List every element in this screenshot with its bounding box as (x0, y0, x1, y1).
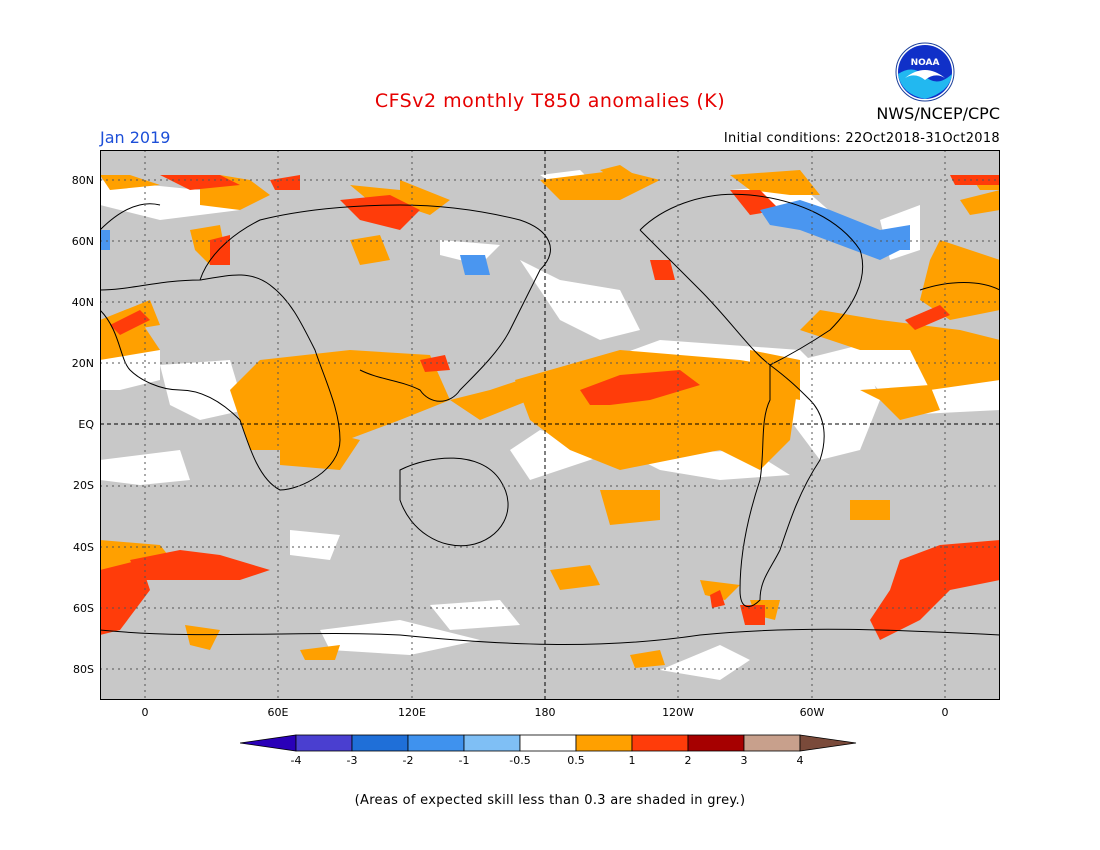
colorbar-cell (519, 734, 577, 752)
colorbar-cell (240, 734, 297, 752)
strong-warm-anomaly-regions (100, 175, 1000, 640)
map-title: CFSv2 monthly T850 anomalies (K) (374, 90, 726, 112)
colorbar-label: 4 (796, 754, 804, 767)
colorbar-label: -0.5 (509, 754, 531, 767)
colorbar-label: -4 (290, 754, 302, 767)
lat-label: 20N (71, 357, 94, 370)
colorbar-cell (351, 734, 409, 752)
lat-label: EQ (78, 418, 94, 431)
colorbar-cell (799, 734, 857, 752)
colorbar-label: -1 (458, 754, 470, 767)
noaa-logo: NOAA (895, 42, 955, 102)
colorbar-cell (631, 734, 689, 752)
lon-label: 60E (267, 706, 289, 719)
colorbar-cells (240, 734, 857, 752)
colorbar-cell (463, 734, 521, 752)
lon-label: 120W (662, 706, 694, 719)
colorbar-label: 3 (740, 754, 748, 767)
lon-label: 60W (799, 706, 825, 719)
colorbar-label: -2 (402, 754, 414, 767)
colorbar-label: 0.5 (567, 754, 585, 767)
map-frame (100, 150, 1000, 700)
org-name: NWS/NCEP/CPC (876, 104, 1000, 123)
colorbar-cell (295, 734, 353, 752)
equator-dateline (100, 150, 1000, 700)
anomaly-map (100, 150, 1000, 700)
lat-label: 80S (73, 663, 94, 676)
colorbar (240, 734, 857, 752)
lat-label: 60S (73, 602, 94, 615)
lat-label: 40N (71, 296, 94, 309)
initial-conditions: Initial conditions: 22Oct2018-31Oct2018 (723, 131, 1000, 146)
graticule (100, 150, 1000, 700)
lon-label: 0 (141, 706, 149, 719)
lat-label: 60N (71, 235, 94, 248)
lat-label: 40S (73, 541, 94, 554)
colorbar-label: 1 (628, 754, 636, 767)
lon-label: 120E (398, 706, 426, 719)
lat-label: 20S (73, 479, 94, 492)
colorbar-cell (575, 734, 633, 752)
colorbar-label: 2 (684, 754, 692, 767)
forecast-month: Jan 2019 (100, 128, 171, 147)
cool-anomaly-regions (100, 200, 910, 275)
skill-footnote: (Areas of expected skill less than 0.3 a… (354, 793, 746, 808)
coastlines (100, 193, 1000, 645)
logo-text: NOAA (911, 58, 940, 68)
colorbar-cell (407, 734, 465, 752)
lon-label: 0 (941, 706, 949, 719)
lat-label: 80N (71, 174, 94, 187)
colorbar-cell (687, 734, 745, 752)
colorbar-cell (743, 734, 801, 752)
colorbar-label: -3 (346, 754, 358, 767)
lon-label: 180 (534, 706, 556, 719)
map-canvas (100, 150, 1000, 700)
